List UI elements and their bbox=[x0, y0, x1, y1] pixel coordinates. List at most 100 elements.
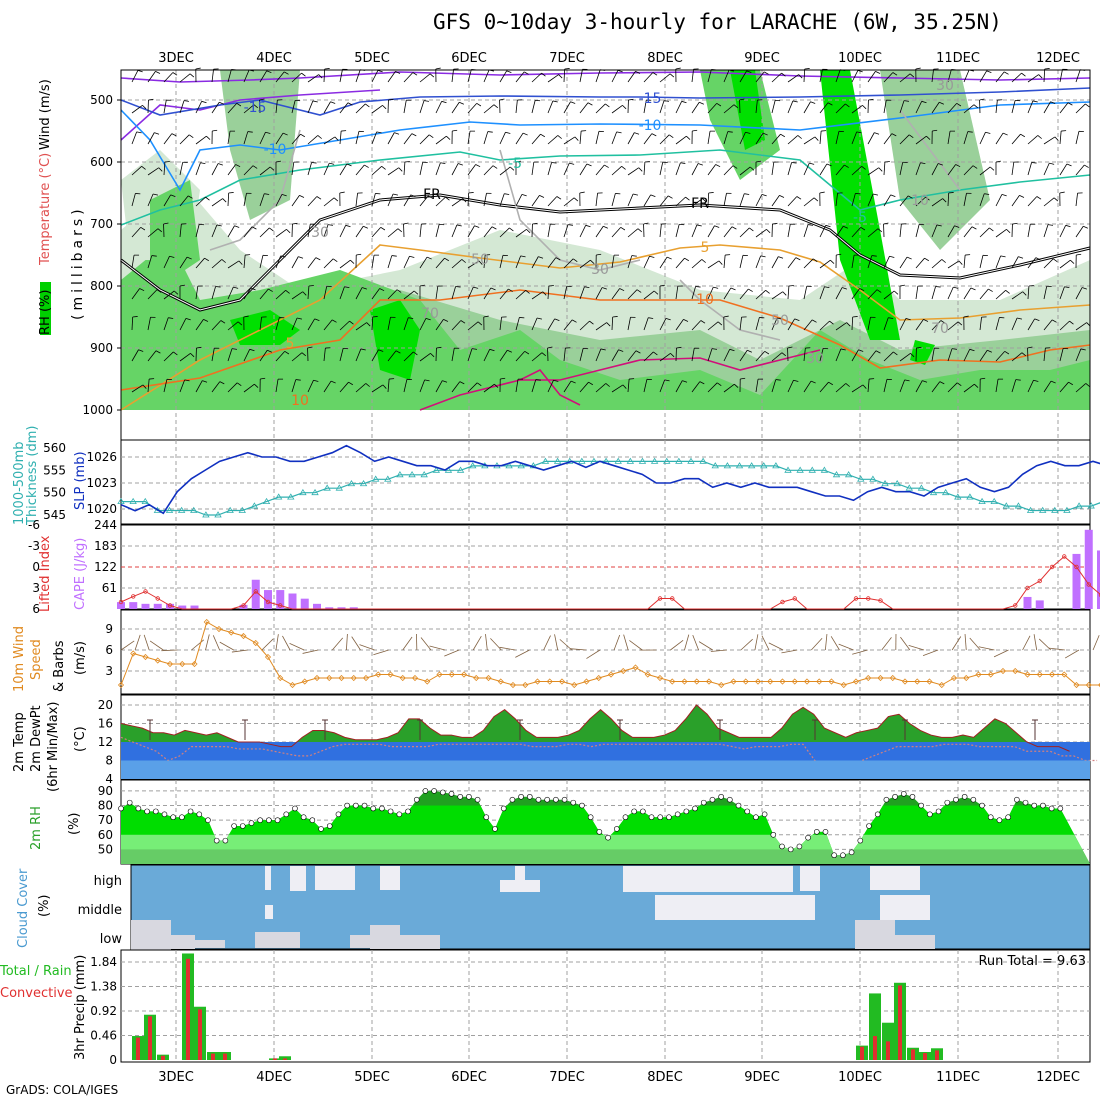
rh-point bbox=[674, 811, 681, 818]
rh-point bbox=[544, 796, 550, 803]
thickness-point bbox=[335, 484, 344, 491]
surface-barb bbox=[951, 636, 962, 651]
wind-point bbox=[215, 625, 223, 633]
thickness-point bbox=[517, 462, 525, 469]
rh-point bbox=[927, 811, 933, 818]
cape-bar bbox=[178, 605, 187, 609]
thickness-point bbox=[238, 506, 246, 513]
pressure-tick: 600 bbox=[90, 155, 113, 169]
surface-barb bbox=[1033, 634, 1038, 651]
precip-total-bar bbox=[279, 1056, 291, 1060]
panel-cape: -6 -3 0 3 6 61 122 183 244 Lifted Index CAPE (J/… bbox=[28, 518, 1100, 616]
surface-barb bbox=[670, 639, 684, 651]
contour-label: -5 bbox=[853, 210, 867, 226]
cloud-block bbox=[500, 880, 540, 892]
surface-barb bbox=[1048, 647, 1065, 651]
pressure-ylabel: (millibars) bbox=[70, 205, 86, 320]
wind-point bbox=[326, 674, 333, 682]
wind-point bbox=[497, 678, 504, 685]
wind-point bbox=[803, 678, 811, 685]
thickness-point bbox=[262, 497, 271, 504]
precip-ylabel-right: 3hr Precip (mm) bbox=[73, 955, 88, 1060]
wind-point bbox=[914, 678, 921, 685]
surface-barb bbox=[134, 634, 141, 651]
cloud-block bbox=[170, 935, 195, 949]
contour-label: 10 bbox=[696, 292, 714, 308]
cloud-block bbox=[370, 925, 400, 949]
thickness-point bbox=[396, 471, 404, 478]
rh-point bbox=[622, 814, 629, 821]
wind-point bbox=[571, 681, 578, 689]
precip-total-bar bbox=[869, 993, 881, 1060]
precip-conv-bar bbox=[136, 1037, 140, 1060]
slp-line bbox=[120, 444, 1100, 515]
surface-barb bbox=[515, 649, 530, 658]
wind-point bbox=[424, 678, 431, 685]
rh-point bbox=[761, 811, 768, 818]
cape-bar bbox=[129, 602, 138, 609]
surface-barb bbox=[1064, 649, 1080, 659]
thickness-tick: 560 bbox=[43, 441, 66, 455]
cloud-block bbox=[515, 866, 525, 880]
wind-point bbox=[166, 660, 174, 668]
wind-point bbox=[950, 674, 958, 682]
rh-point bbox=[387, 808, 394, 815]
surface-barb bbox=[993, 649, 1009, 658]
wind-point bbox=[1024, 671, 1031, 678]
rh-point bbox=[187, 808, 194, 815]
top-date-5DEC: 5DEC bbox=[354, 51, 390, 66]
contour-line bbox=[679, 279, 781, 341]
thickness-point bbox=[614, 457, 622, 464]
rh-point bbox=[918, 802, 924, 809]
cape-bar bbox=[337, 607, 346, 609]
thickness-point bbox=[905, 484, 913, 491]
surface-barb bbox=[1092, 635, 1100, 651]
wind-point bbox=[816, 678, 823, 685]
wind-point bbox=[877, 674, 884, 682]
surface-barb bbox=[472, 636, 482, 651]
cape-bar bbox=[141, 603, 150, 609]
thickness-point bbox=[820, 466, 829, 473]
wind-point bbox=[1012, 667, 1019, 675]
cape-bar bbox=[166, 603, 174, 609]
contour-label: -10 bbox=[639, 118, 662, 134]
rh-point bbox=[535, 796, 542, 803]
precip-conv-bar bbox=[911, 1049, 915, 1060]
rh-point bbox=[152, 808, 159, 815]
li-point bbox=[1049, 564, 1055, 570]
cape-bar bbox=[349, 607, 358, 609]
wind-point bbox=[289, 681, 296, 689]
wind-point bbox=[632, 664, 639, 671]
contour-label: 30 bbox=[806, 351, 824, 367]
panel-precip: 0 0.46 0.92 1.38 1.84 Run Total = 9.63 Total… bbox=[0, 949, 1091, 1067]
surface-barb bbox=[402, 636, 413, 651]
thickness-point bbox=[1002, 502, 1011, 509]
thickness-point bbox=[978, 497, 986, 504]
surface-barb bbox=[231, 649, 248, 653]
top-date-7DEC: 7DEC bbox=[549, 51, 585, 66]
wind-point bbox=[264, 653, 272, 661]
surface-wind-barbs bbox=[120, 633, 1100, 659]
li-point bbox=[253, 589, 258, 594]
wind-point bbox=[987, 671, 994, 678]
rh-point bbox=[1048, 805, 1055, 812]
cloud-block bbox=[290, 866, 306, 891]
contour-line bbox=[899, 109, 961, 191]
thickness-point bbox=[760, 462, 768, 469]
bottom-date-labels: 3DEC 4DEC 5DEC 6DEC 7DEC 8DEC 9DEC 10DEC 11DEC 12… bbox=[158, 1070, 1080, 1085]
rh-point bbox=[587, 814, 594, 821]
contour-label: 70 bbox=[421, 306, 439, 322]
cloud-blocks bbox=[131, 866, 935, 950]
li-point bbox=[1062, 554, 1067, 559]
wind-point bbox=[607, 671, 615, 678]
wind-point bbox=[681, 678, 688, 685]
wind-point bbox=[387, 671, 394, 678]
li-point bbox=[265, 599, 271, 605]
li-point bbox=[1013, 603, 1018, 608]
li-point bbox=[241, 603, 246, 608]
surface-barb bbox=[212, 635, 220, 651]
rh-point bbox=[735, 802, 742, 809]
wind-point bbox=[191, 660, 198, 668]
wind-point bbox=[865, 674, 872, 682]
thickness-point bbox=[1087, 502, 1095, 509]
